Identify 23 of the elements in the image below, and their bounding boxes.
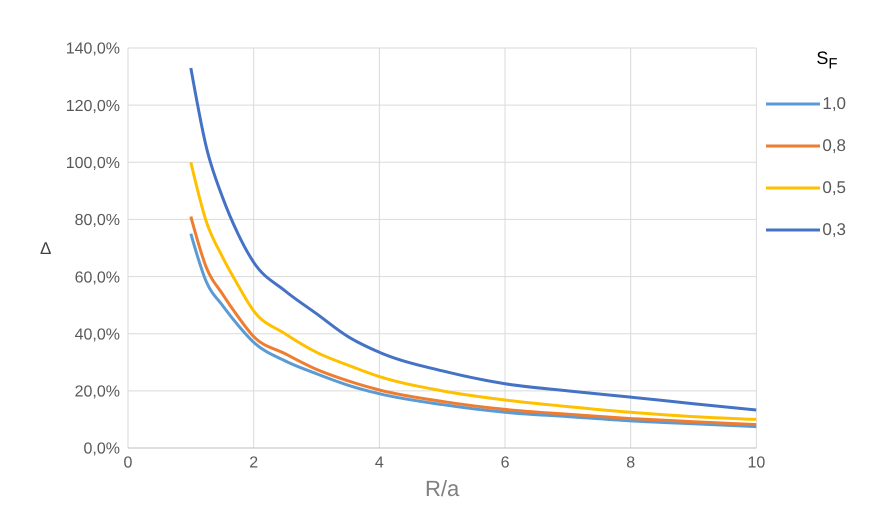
legend-title: S$_{F}$ xyxy=(816,48,839,73)
line-series xyxy=(189,160,756,421)
y-tick-label: 140,0% xyxy=(66,40,120,58)
y-tick-label: 100,0% xyxy=(66,154,120,172)
legend-label: 0,5 xyxy=(822,178,846,198)
y-tick-label: 80,0% xyxy=(74,212,120,230)
x-tick-label: 4 xyxy=(374,454,384,472)
legend-label: 0,8 xyxy=(822,136,846,156)
legend-label: 0,3 xyxy=(822,220,846,240)
y-axis-title: Δ xyxy=(40,239,52,258)
y-tick-label: 0,0% xyxy=(84,440,120,458)
y-tick-label: 40,0% xyxy=(74,326,120,344)
x-axis-title: R/a xyxy=(425,476,460,501)
line-series xyxy=(189,66,756,412)
x-tick-label: 8 xyxy=(626,454,636,472)
y-tick-label: 20,0% xyxy=(74,384,120,401)
x-tick-label: 2 xyxy=(249,454,258,472)
x-tick-label: 6 xyxy=(500,454,510,472)
x-tick-label: 0 xyxy=(124,454,133,472)
x-tick-label: 10 xyxy=(747,454,766,472)
y-tick-label: 120,0% xyxy=(66,98,120,115)
y-tick-label: 60,0% xyxy=(74,269,120,286)
legend-label: 1,0 xyxy=(822,94,846,114)
